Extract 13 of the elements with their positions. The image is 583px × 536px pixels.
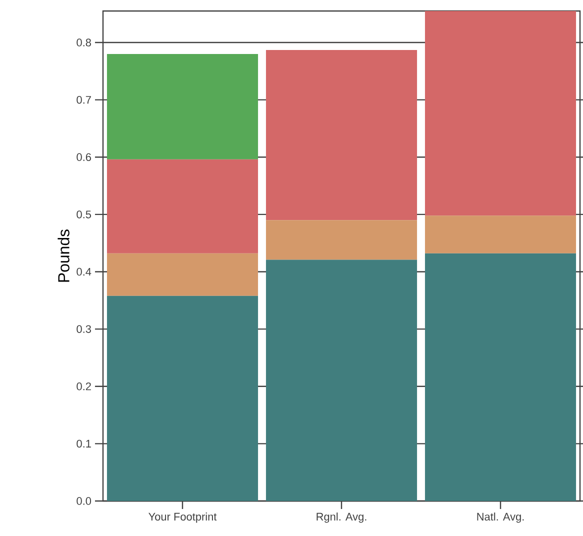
y-tick-label: 0.8 [76,38,91,46]
x-tick-label: Rgnl. Avg. [316,512,366,523]
y-tick-label: 0.1 [76,440,91,448]
y-tick-label: 0.4 [76,268,92,276]
y-tick-label: 0.5 [76,210,92,218]
y-tick-label: 0.3 [76,325,91,333]
y-tick-label: 0.6 [76,153,91,162]
y-tick-label: 0.2 [76,382,91,390]
x-tick-label: Your Footprint [148,512,217,523]
x-tick-label: Natl. Avg. [477,512,524,523]
y-tick-label: 0.0 [76,497,92,505]
y-axis-title: Pounds [58,230,70,282]
y-tick-label: 0.7 [76,96,91,104]
